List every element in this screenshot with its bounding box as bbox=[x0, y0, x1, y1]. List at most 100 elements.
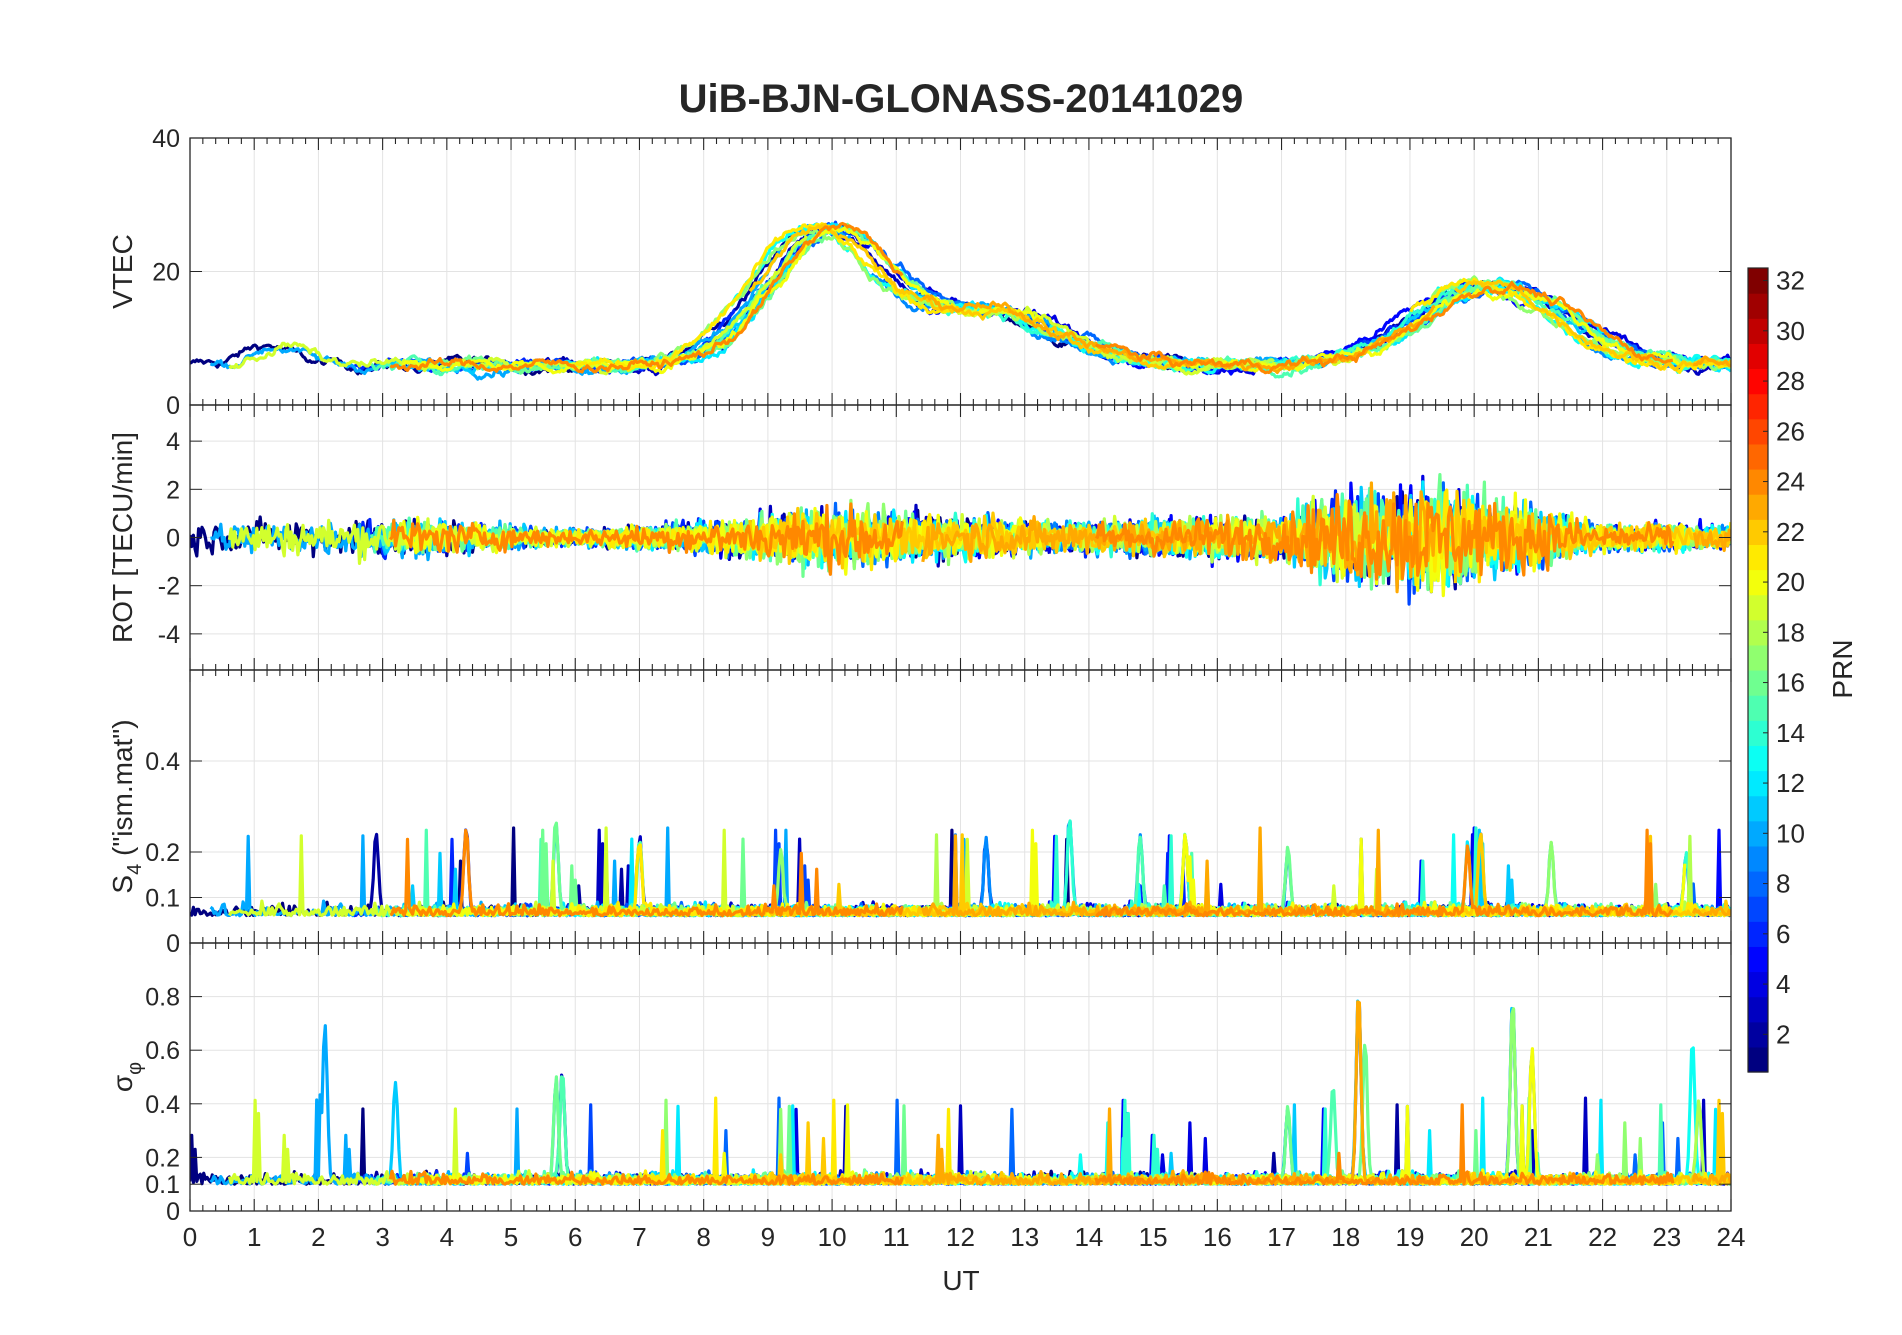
series-line-prn-20 bbox=[402, 1047, 1685, 1186]
y-tick-label-s4: 0.2 bbox=[145, 839, 180, 867]
colorbar-tick-label: 18 bbox=[1776, 617, 1805, 647]
series-line-prn-18 bbox=[888, 1099, 1731, 1186]
x-tick-label: 24 bbox=[1717, 1222, 1746, 1252]
series-line-prn-13 bbox=[730, 833, 1731, 918]
y-tick-label-s4: 0.4 bbox=[145, 748, 180, 776]
panel-sigma: 00.10.2 0.4 0.6 0.8 σφ bbox=[107, 942, 1732, 1226]
x-axis-label: UT bbox=[942, 1265, 979, 1296]
y-tick-label-sigma: 0.4 bbox=[145, 1091, 180, 1119]
colorbar-bin bbox=[1748, 770, 1768, 797]
colorbar-tick-label: 30 bbox=[1776, 316, 1805, 346]
panel-vtec: 0 20 40 VTEC bbox=[107, 125, 1732, 420]
colorbar-tick-label: 4 bbox=[1776, 969, 1790, 999]
x-tick-label: 16 bbox=[1203, 1222, 1232, 1252]
series-line-prn-5 bbox=[882, 826, 1731, 918]
x-tick-label: 13 bbox=[1010, 1222, 1039, 1252]
colorbar-bin bbox=[1748, 569, 1768, 596]
y-axis-label-s4: S4 ("ism.mat") bbox=[107, 719, 146, 893]
colorbar-tick-label: 8 bbox=[1776, 869, 1790, 899]
colorbar-bin bbox=[1748, 293, 1768, 319]
x-tick-label: 5 bbox=[504, 1222, 518, 1252]
series-vtec bbox=[190, 220, 1731, 381]
colorbar-bin bbox=[1748, 921, 1768, 947]
colorbar-bin bbox=[1748, 845, 1768, 872]
x-tick-label: 22 bbox=[1588, 1222, 1617, 1252]
colorbar-bin bbox=[1748, 720, 1768, 746]
y-tick-label-vtec: 40 bbox=[152, 125, 180, 153]
colorbar-bin bbox=[1748, 745, 1768, 772]
y-tick-label-rot: -2 bbox=[158, 573, 180, 601]
series-line-prn-23 bbox=[921, 481, 1731, 594]
colorbar-bin bbox=[1748, 996, 1768, 1023]
colorbar-tick-label: 22 bbox=[1776, 517, 1805, 547]
series-line-prn-23 bbox=[921, 826, 1731, 918]
series-line-prn-19 bbox=[228, 235, 1385, 376]
y-tick-label-rot: 0 bbox=[166, 525, 180, 553]
y-tick-label-vtec: 20 bbox=[152, 259, 180, 287]
colorbar-bin bbox=[1748, 971, 1768, 998]
colorbar-bin bbox=[1748, 268, 1768, 294]
panel-rot: -4 -2 0 2 4 ROT [TECU/min] bbox=[107, 404, 1732, 671]
series-line-prn-13 bbox=[729, 1046, 1731, 1186]
y-tick-label-rot: -4 bbox=[158, 621, 180, 649]
colorbar-bin bbox=[1748, 494, 1768, 520]
colorbar-bin bbox=[1748, 469, 1768, 495]
series-s4 bbox=[190, 819, 1731, 918]
x-tick-label: 9 bbox=[761, 1222, 775, 1252]
colorbar-bin bbox=[1748, 795, 1768, 822]
x-tick-label: 8 bbox=[696, 1222, 710, 1252]
colorbar-tick-label: 16 bbox=[1776, 668, 1805, 698]
series-line-prn-20 bbox=[401, 226, 1686, 375]
panel-s4: 0 0.1 0.2 0.4S4 ("ism.mat") bbox=[107, 669, 1732, 958]
x-tick-label: 11 bbox=[883, 1222, 910, 1252]
colorbar-bin bbox=[1748, 443, 1768, 470]
colorbar-bin bbox=[1748, 820, 1768, 847]
y-tick-label-sigma: 0.1 bbox=[145, 1171, 180, 1199]
series-line-prn-24 bbox=[389, 221, 1674, 375]
colorbar-bin bbox=[1748, 871, 1768, 897]
x-tick-label: 0 bbox=[183, 1222, 197, 1252]
colorbar-bin bbox=[1748, 519, 1768, 545]
series-rot bbox=[190, 473, 1731, 606]
y-tick-label-sigma: 0.6 bbox=[145, 1037, 180, 1065]
y-axis-label-rot: ROT [TECU/min] bbox=[107, 432, 138, 643]
colorbar-tick-label: 32 bbox=[1776, 266, 1805, 296]
chart-title: UiB-BJN-GLONASS-20141029 bbox=[679, 77, 1244, 121]
colorbar-tick-label: 14 bbox=[1776, 718, 1805, 748]
x-tick-label: 20 bbox=[1460, 1222, 1489, 1252]
y-tick-label-sigma: 0.8 bbox=[145, 984, 180, 1012]
colorbar-bin bbox=[1748, 896, 1768, 922]
series-line-prn-24 bbox=[389, 828, 1674, 918]
x-tick-label: 18 bbox=[1331, 1222, 1360, 1252]
x-tick-label: 23 bbox=[1652, 1222, 1681, 1252]
x-tick-label: 14 bbox=[1074, 1222, 1103, 1252]
x-tick-label: 12 bbox=[946, 1222, 975, 1252]
y-tick-label-s4: 0 bbox=[166, 930, 180, 958]
ticks-rot bbox=[189, 405, 1732, 670]
x-tick-labels: 0 1 2 3 4 5 6 7 8 9 10 11 12 13 14 15 16 17 18 19 20 21 22 23 24 bbox=[183, 1222, 1746, 1252]
colorbar-tick-label: 2 bbox=[1776, 1019, 1790, 1049]
x-tick-label: 21 bbox=[1524, 1222, 1553, 1252]
colorbar-bin bbox=[1748, 946, 1768, 973]
y-tick-label-vtec: 0 bbox=[166, 392, 180, 420]
x-tick-label: 4 bbox=[440, 1222, 454, 1252]
series-sigma bbox=[190, 999, 1731, 1186]
y-tick-label-sigma: 0.2 bbox=[145, 1144, 180, 1172]
x-tick-label: 7 bbox=[632, 1222, 646, 1252]
colorbar-tick-label: 20 bbox=[1776, 567, 1805, 597]
colorbar-tick-label: 12 bbox=[1776, 768, 1805, 798]
colorbar-bin bbox=[1748, 619, 1768, 646]
series-line-prn-14 bbox=[902, 1098, 1731, 1186]
colorbar-tick-label: 28 bbox=[1776, 366, 1805, 396]
series-line-prn-24 bbox=[388, 493, 1675, 581]
colorbar-bin bbox=[1748, 594, 1768, 621]
series-line-prn-7 bbox=[396, 220, 1681, 375]
y-tick-label-sigma: 0 bbox=[166, 1198, 180, 1226]
series-line-prn-10 bbox=[209, 1024, 1301, 1186]
colorbar-bin bbox=[1748, 1046, 1768, 1073]
colorbar-bin bbox=[1748, 644, 1768, 671]
colorbar-bin bbox=[1748, 393, 1768, 420]
